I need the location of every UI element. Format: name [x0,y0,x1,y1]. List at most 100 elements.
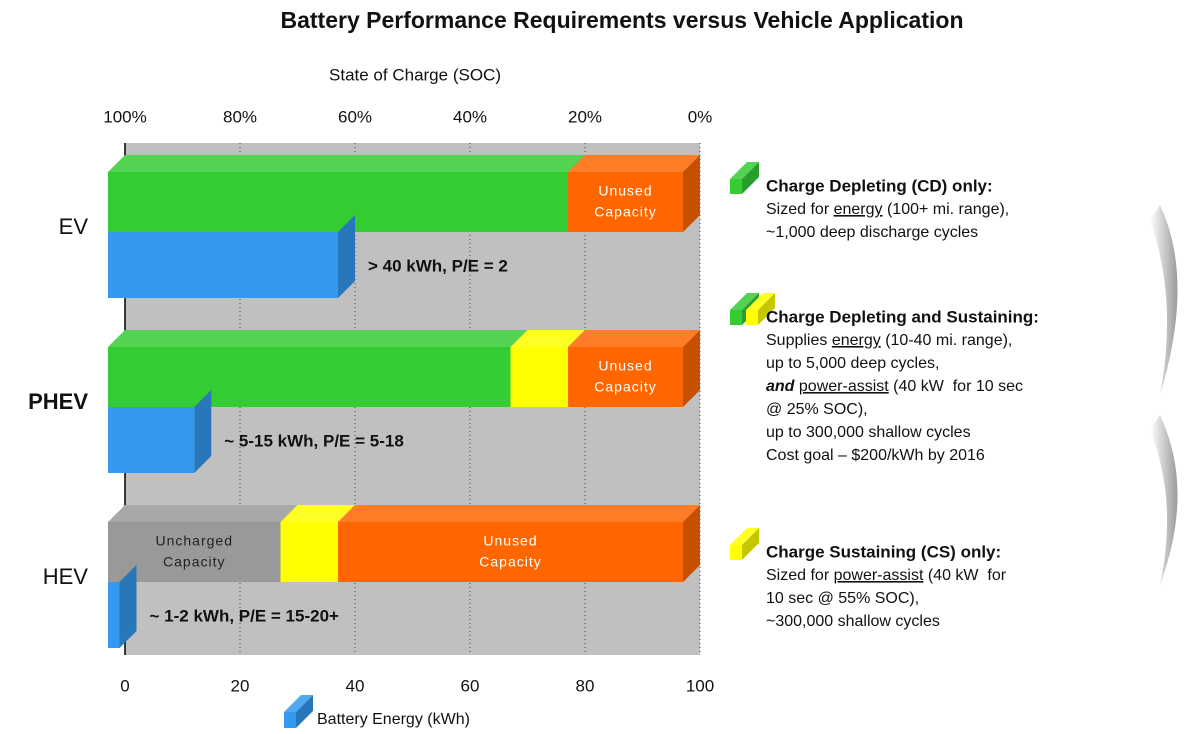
top-tick-label: 0% [688,107,713,126]
legend-line: ~300,000 shallow cycles [766,613,940,630]
x-tick-label: 100 [686,676,714,695]
soc-segment-front [568,172,683,232]
legend-line: Supplies energy (10-40 mi. range), [766,332,1012,349]
soc-segment-side [683,330,700,407]
legend-swatch-side [758,293,775,325]
legend-run: Supplies [766,332,832,349]
decorative-arrow [1150,205,1178,395]
legend-title: Charge Depleting (CD) only: [766,176,993,195]
legend-swatch-front [284,712,296,728]
soc-segment-front [108,172,568,232]
soc-segment-top [280,505,355,522]
legend-run: 10 sec @ 55% SOC), [766,590,919,607]
top-axis-title: State of Charge (SOC) [329,65,501,84]
segment-label: Unused Capacity [479,532,541,569]
x-tick-label: 0 [120,676,129,695]
legend-run: power-assist [834,567,924,584]
legend-swatch-top [746,293,775,310]
energy-bar-side [119,565,137,648]
legend-run: ~1,000 deep discharge cycles [766,224,978,241]
segment-label: Unused Capacity [594,182,656,219]
soc-segment-top [108,330,528,347]
soc-segment [338,505,700,582]
legend-swatch [284,695,313,728]
x-tick-label: 60 [461,676,480,695]
soc-segment [108,155,585,232]
legend-line: up to 300,000 shallow cycles [766,424,971,441]
legend-swatch [746,293,775,325]
soc-segment-front [108,522,281,582]
segment-label: Unused Capacity [594,357,656,394]
legend-run: Cost goal – $200/kWh by 2016 [766,447,985,464]
legend-swatch-front [730,179,742,194]
value-label: ~ 5-15 kWh, P/E = 5-18 [224,431,404,450]
soc-segment-front [280,522,338,582]
top-tick-label: 20% [568,107,602,126]
legend-run: up to 5,000 deep cycles, [766,355,939,372]
legend-title: Charge Depleting and Sustaining: [766,307,1039,326]
soc-segment-top [510,330,585,347]
legend-swatch-side [742,528,759,560]
soc-segment-top [568,155,700,172]
legend-run: (10-40 mi. range), [881,332,1013,349]
energy-bar-side [194,390,212,473]
energy-bar [108,215,355,298]
legend-line: Sized for power-assist (40 kW for [766,567,1007,584]
legend-swatch [730,162,759,194]
category-label: PHEV [28,389,88,414]
category-label: HEV [43,564,89,589]
x-tick-label: 80 [576,676,595,695]
legend-run: Sized for [766,567,834,584]
soc-segment-front [510,347,568,407]
x-tick-label: 20 [231,676,250,695]
legend-swatch [730,528,759,560]
legend-line: and power-assist (40 kW for 10 sec [766,378,1023,395]
energy-bar-side [338,215,355,298]
soc-segment-front [568,347,683,407]
soc-segment-top [568,330,700,347]
top-tick-label: 80% [223,107,257,126]
legend-run: Sized for [766,201,834,218]
energy-bar-front [108,582,120,648]
energy-bar [108,390,212,473]
legend-swatch-top [730,293,759,310]
legend-line: @ 25% SOC), [766,401,868,418]
legend-line: Cost goal – $200/kWh by 2016 [766,447,985,464]
legend-swatch-side [742,162,759,194]
soc-segment-side [683,505,700,582]
soc-segment [108,330,528,407]
energy-bar-front [108,407,195,473]
energy-bar [108,565,137,648]
value-label: ~ 1-2 kWh, P/E = 15-20+ [150,606,340,625]
plot-layer: 0 20 40 60 80 100 100% 80% 60% 40% 20% 0% EV Unused Ca… [28,107,1039,728]
legend-run: power-assist [799,378,889,395]
legend-swatch-front [730,545,742,560]
chart-title: Battery Performance Requirements versus … [280,7,963,33]
soc-segment-front [338,522,683,582]
legend-title: Charge Sustaining (CS) only: [766,542,1001,561]
legend-run: @ 25% SOC), [766,401,868,418]
top-tick-label: 100% [103,107,146,126]
legend-run: (100+ mi. range), [883,201,1010,218]
soc-segment-top [108,505,298,522]
legend-label: Battery Energy (kWh) [317,711,470,728]
legend-swatch-top [730,162,759,179]
legend-swatch-front [730,310,742,325]
top-tick-label: 40% [453,107,487,126]
x-tick-label: 40 [346,676,365,695]
legend-swatch-top [730,528,759,545]
legend-run: energy [832,332,881,349]
soc-segment [568,330,700,407]
legend-run: energy [834,201,883,218]
legend-run: ~300,000 shallow cycles [766,613,940,630]
legend-swatch-side [296,695,313,728]
segment-label: Uncharged Capacity [156,532,234,569]
legend-run: (40 kW for [923,567,1006,584]
soc-segment-front [108,347,511,407]
legend-line: up to 5,000 deep cycles, [766,355,939,372]
legend-line: 10 sec @ 55% SOC), [766,590,919,607]
energy-bar-front [108,232,338,298]
category-label: EV [59,214,89,239]
legend-line: Sized for energy (100+ mi. range), [766,201,1009,218]
